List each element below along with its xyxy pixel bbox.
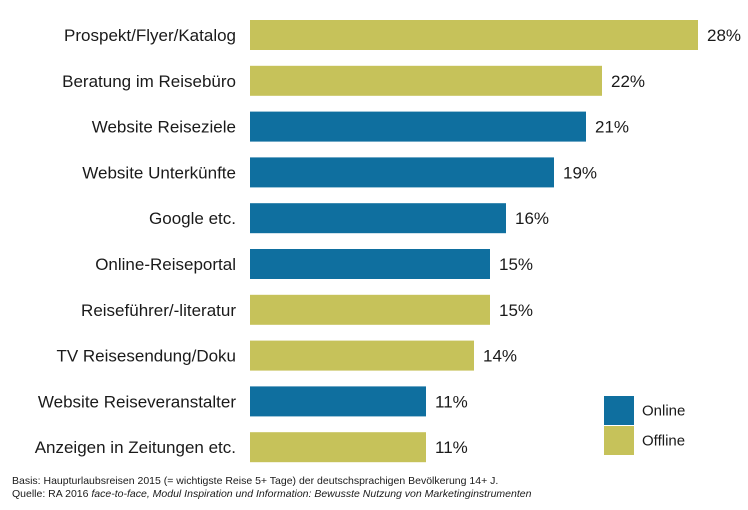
category-label: Reiseführer/-literatur <box>81 301 236 320</box>
bar <box>250 432 426 463</box>
legend-label-online: Online <box>642 403 685 420</box>
category-label: Website Reiseveranstalter <box>38 392 236 411</box>
footnote-source: Quelle: RA 2016 face-to-face, Modul Insp… <box>12 488 531 501</box>
category-label: Google etc. <box>149 209 236 228</box>
bar <box>250 340 474 371</box>
value-label: 28% <box>707 26 741 45</box>
legend-label-offline: Offline <box>642 433 685 450</box>
category-label: Website Unterkünfte <box>82 163 236 182</box>
value-label: 15% <box>499 255 533 274</box>
bar <box>250 157 554 188</box>
value-label: 19% <box>563 163 597 182</box>
value-label: 22% <box>611 72 645 91</box>
category-label: Prospekt/Flyer/Katalog <box>64 26 236 45</box>
bar <box>250 294 490 325</box>
category-label: Anzeigen in Zeitungen etc. <box>35 438 236 457</box>
bar <box>250 249 490 279</box>
value-label: 11% <box>435 392 468 411</box>
category-label: Website Reiseziele <box>92 118 236 137</box>
value-label: 11% <box>435 438 468 457</box>
footnote-basis-text: Basis: Haupturlaubsreisen 2015 (= wichti… <box>12 475 499 487</box>
category-label: Online-Reiseportal <box>95 255 236 274</box>
bar <box>250 111 586 142</box>
value-label: 15% <box>499 301 533 320</box>
value-label: 14% <box>483 347 517 366</box>
value-label: 16% <box>515 209 549 228</box>
category-label: Beratung im Reisebüro <box>62 72 236 91</box>
bar <box>250 65 602 96</box>
legend-swatch-offline <box>604 426 634 455</box>
bar <box>250 203 506 234</box>
bar <box>250 20 698 50</box>
legend: Online Offline <box>604 396 685 455</box>
legend-swatch-online <box>604 396 634 425</box>
value-label: 21% <box>595 118 629 137</box>
bars-group: Prospekt/Flyer/Katalog 28% Beratung im Rei… <box>35 20 741 463</box>
footnote-basis: Basis: Haupturlaubsreisen 2015 (= wichti… <box>12 475 498 488</box>
footnote-source-title: face-to-face, Modul Inspiration und Info… <box>91 488 532 500</box>
footnote-source-prefix: Quelle: RA 2016 <box>12 488 92 500</box>
category-label: TV Reisesendung/Doku <box>56 347 236 366</box>
bar <box>250 386 426 417</box>
